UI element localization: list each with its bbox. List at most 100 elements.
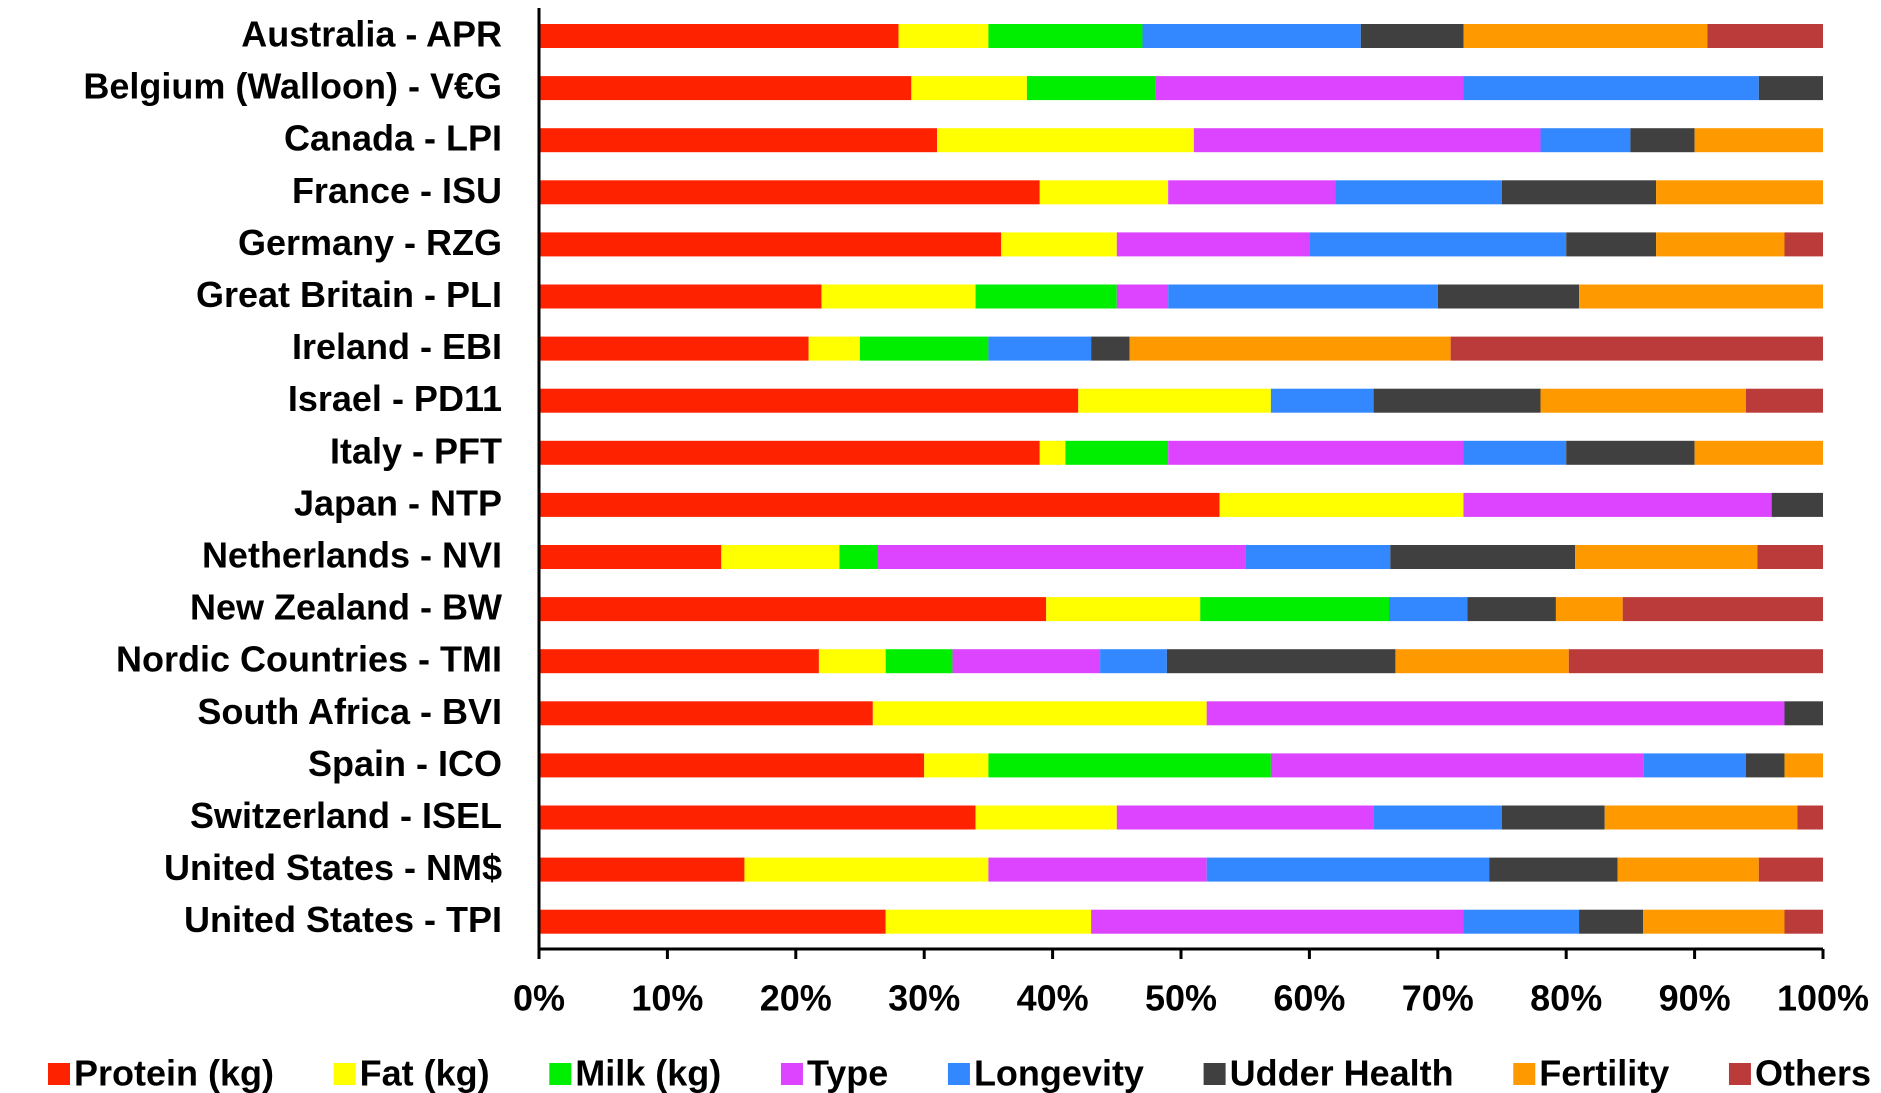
x-tick-label: 90% xyxy=(1659,978,1731,1019)
bar-segment xyxy=(911,76,1027,101)
bar-segment xyxy=(1694,128,1823,153)
bar-segment xyxy=(975,805,1117,830)
bar-segment xyxy=(1166,649,1396,674)
bar-segment xyxy=(1604,805,1798,830)
bar-segment xyxy=(1463,76,1759,101)
bar-segment xyxy=(1502,805,1605,830)
bar-segment xyxy=(1373,805,1502,830)
bar-segment xyxy=(1116,284,1169,309)
bar-segment xyxy=(539,492,1220,517)
legend-label: Others xyxy=(1755,1053,1871,1093)
x-tick-label: 80% xyxy=(1530,978,1602,1019)
y-tick-label: Nordic Countries - TMI xyxy=(116,639,502,680)
bar-segment xyxy=(539,284,822,309)
bar-segment xyxy=(539,649,819,674)
bar-segment xyxy=(1091,909,1464,934)
bar-segment xyxy=(1656,232,1785,257)
bar-segment xyxy=(988,857,1207,882)
legend-label: Protein (kg) xyxy=(74,1053,274,1093)
legend-swatch xyxy=(333,1063,356,1085)
bar-segment xyxy=(1540,128,1631,153)
bar-segment xyxy=(539,336,809,361)
bar-segment xyxy=(1026,76,1156,101)
bar-segment xyxy=(1579,909,1644,934)
bar-segment xyxy=(1039,440,1066,465)
bar-segment xyxy=(1707,24,1823,48)
bar-segment xyxy=(1116,232,1310,257)
bar-segment xyxy=(1168,180,1336,205)
bar-segment xyxy=(1643,909,1785,934)
y-tick-label: Italy - PFT xyxy=(330,430,502,471)
bar-segment xyxy=(1463,492,1772,517)
bar-segment xyxy=(1116,805,1374,830)
bar-segment xyxy=(539,232,1002,257)
bar-segment xyxy=(1200,597,1390,622)
y-tick-label: Spain - ICO xyxy=(308,743,502,784)
bar-segment xyxy=(1309,232,1567,257)
bar-segment xyxy=(1193,128,1541,153)
y-tick-label: United States - NM$ xyxy=(164,847,502,888)
bar-segment xyxy=(1656,180,1823,205)
bar-segment xyxy=(924,753,989,778)
y-tick-label: Ireland - EBI xyxy=(292,326,502,367)
bar-segment xyxy=(539,440,1040,465)
bar-segment xyxy=(1142,24,1361,48)
bar-segment xyxy=(952,649,1101,674)
bar-segment xyxy=(898,24,989,48)
legend-label: Udder Health xyxy=(1230,1053,1454,1093)
bar-segment xyxy=(1437,284,1580,309)
bar-segment xyxy=(1784,232,1823,257)
bar-segment xyxy=(988,753,1271,778)
bar-segment xyxy=(1219,492,1464,517)
bar-segment xyxy=(1757,545,1823,569)
bar-segment xyxy=(721,545,840,569)
y-tick-label: Belgium (Walloon) - V€G xyxy=(83,66,502,107)
bar-segment xyxy=(1758,76,1823,101)
bar-segment xyxy=(1630,128,1695,153)
bar-segment xyxy=(1745,753,1785,778)
bar-segment xyxy=(1039,180,1169,205)
bar-segment xyxy=(1450,336,1823,361)
bar-segment xyxy=(1463,440,1567,465)
bar-segment xyxy=(1694,440,1823,465)
bar-segment xyxy=(1168,440,1464,465)
y-tick-label: South Africa - BVI xyxy=(197,691,502,732)
bar-segment xyxy=(1463,24,1708,48)
legend-label: Fat (kg) xyxy=(360,1053,490,1093)
legend-swatch xyxy=(1513,1063,1536,1085)
x-tick-label: 10% xyxy=(631,978,703,1019)
bar-segment xyxy=(1784,909,1823,934)
y-tick-label: United States - TPI xyxy=(184,899,502,940)
bar-segment xyxy=(1168,284,1438,309)
bar-segment xyxy=(539,597,1047,622)
bar-segment xyxy=(1155,76,1464,101)
bar-segment xyxy=(744,857,989,882)
bar-segment xyxy=(539,909,886,934)
bar-segment xyxy=(1617,857,1759,882)
bar-segment xyxy=(539,180,1040,205)
y-tick-label: Japan - NTP xyxy=(294,482,502,523)
bar-segment xyxy=(1206,701,1785,726)
bar-segment xyxy=(1745,388,1823,413)
bar-segment xyxy=(539,805,976,830)
y-tick-label: Netherlands - NVI xyxy=(202,535,502,576)
bar-segment xyxy=(872,701,1207,726)
bar-segment xyxy=(1270,388,1374,413)
bar-segment xyxy=(975,284,1117,309)
bar-segment xyxy=(1622,597,1823,622)
bar-segment xyxy=(539,24,899,48)
bar-segment xyxy=(1065,440,1169,465)
bar-segment xyxy=(1797,805,1823,830)
bar-segment xyxy=(539,76,912,101)
bar-segment xyxy=(1335,180,1502,205)
y-tick-label: Australia - APR xyxy=(241,14,502,55)
y-tick-label: Israel - PD11 xyxy=(288,378,502,419)
bar-segment xyxy=(1046,597,1201,622)
bar-segment xyxy=(1395,649,1569,674)
x-tick-label: 50% xyxy=(1145,978,1217,1019)
y-tick-label: Great Britain - PLI xyxy=(196,274,502,315)
legend-label: Type xyxy=(807,1053,888,1093)
bar-segment xyxy=(539,128,938,153)
legend-swatch xyxy=(780,1063,803,1085)
bar-segment xyxy=(1100,649,1167,674)
